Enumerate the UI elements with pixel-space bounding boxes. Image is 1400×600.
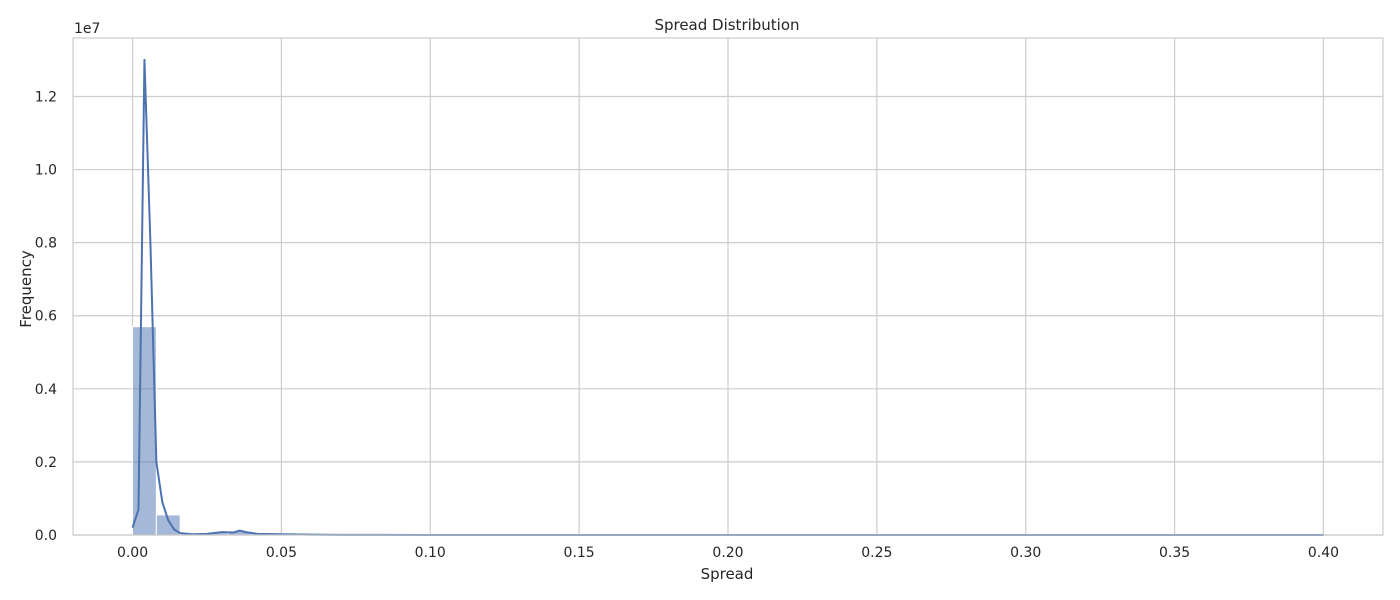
x-tick-label: 0.05 — [266, 545, 297, 561]
x-tick-label: 0.35 — [1159, 545, 1190, 561]
y-tick-label: 0.8 — [35, 236, 57, 252]
plot-frame — [72, 37, 1384, 536]
x-tick-label: 0.20 — [712, 545, 743, 561]
histogram-bars — [132, 326, 324, 536]
x-tick-label: 0.00 — [117, 545, 148, 561]
y-offset-label: 1e7 — [74, 21, 100, 37]
x-axis-label: Spread — [701, 565, 754, 583]
grid-layer — [73, 38, 1383, 536]
chart-title: Spread Distribution — [654, 16, 799, 34]
y-axis-label: Frequency — [17, 250, 35, 328]
x-tick-label: 0.30 — [1010, 545, 1041, 561]
y-tick-labels: 0.0 0.2 0.4 0.6 0.8 1.0 1.2 — [35, 89, 57, 544]
x-tick-labels: 0.00 0.05 0.10 0.15 0.20 0.25 0.30 0.35 0.40 — [117, 545, 1339, 561]
y-tick-label: 0.4 — [35, 382, 57, 398]
y-tick-label: 1.2 — [35, 89, 57, 105]
x-tick-label: 0.10 — [415, 545, 446, 561]
x-tick-label: 0.15 — [564, 545, 595, 561]
y-tick-label: 0.0 — [35, 528, 57, 544]
x-tick-label: 0.25 — [861, 545, 892, 561]
y-tick-label: 1.0 — [35, 163, 57, 179]
x-tick-label: 0.40 — [1308, 545, 1339, 561]
y-tick-label: 0.2 — [35, 455, 57, 471]
y-tick-label: 0.6 — [35, 309, 57, 325]
